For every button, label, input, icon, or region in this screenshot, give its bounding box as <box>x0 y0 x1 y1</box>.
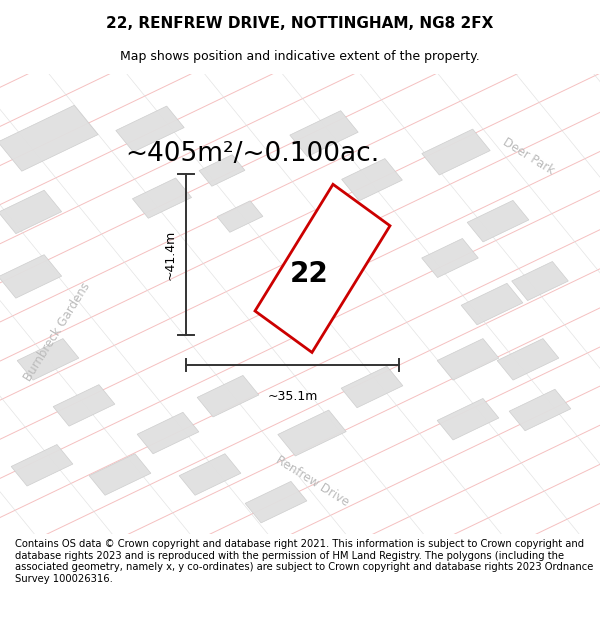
Polygon shape <box>255 184 390 352</box>
Polygon shape <box>422 129 490 175</box>
Text: ~405m²/~0.100ac.: ~405m²/~0.100ac. <box>125 141 379 166</box>
Polygon shape <box>509 389 571 431</box>
Polygon shape <box>497 339 559 380</box>
Polygon shape <box>89 454 151 495</box>
Polygon shape <box>133 178 191 218</box>
Text: Deer Park: Deer Park <box>500 136 556 178</box>
Polygon shape <box>437 339 499 380</box>
Text: ~41.4m: ~41.4m <box>164 229 177 280</box>
Text: Contains OS data © Crown copyright and database right 2021. This information is : Contains OS data © Crown copyright and d… <box>15 539 593 584</box>
Polygon shape <box>179 454 241 495</box>
Polygon shape <box>341 366 403 408</box>
Polygon shape <box>290 111 358 157</box>
Polygon shape <box>512 261 568 301</box>
Polygon shape <box>467 201 529 242</box>
Polygon shape <box>437 399 499 440</box>
Text: ~35.1m: ~35.1m <box>268 390 317 403</box>
Polygon shape <box>341 159 403 201</box>
Polygon shape <box>53 384 115 426</box>
Polygon shape <box>17 339 79 380</box>
Polygon shape <box>278 410 346 456</box>
Text: 22, RENFREW DRIVE, NOTTINGHAM, NG8 2FX: 22, RENFREW DRIVE, NOTTINGHAM, NG8 2FX <box>106 16 494 31</box>
Polygon shape <box>11 444 73 486</box>
Polygon shape <box>0 190 62 234</box>
Text: 22: 22 <box>290 260 328 288</box>
Polygon shape <box>197 376 259 417</box>
Text: Map shows position and indicative extent of the property.: Map shows position and indicative extent… <box>120 50 480 63</box>
Polygon shape <box>217 201 263 232</box>
Polygon shape <box>137 412 199 454</box>
Polygon shape <box>0 105 98 171</box>
Polygon shape <box>0 255 62 298</box>
Text: Burnbreck Gardens: Burnbreck Gardens <box>22 280 92 383</box>
Polygon shape <box>461 283 523 325</box>
Polygon shape <box>116 106 184 152</box>
Polygon shape <box>422 239 478 278</box>
Text: Renfrew Drive: Renfrew Drive <box>273 454 351 509</box>
Polygon shape <box>245 481 307 523</box>
Polygon shape <box>199 155 245 186</box>
